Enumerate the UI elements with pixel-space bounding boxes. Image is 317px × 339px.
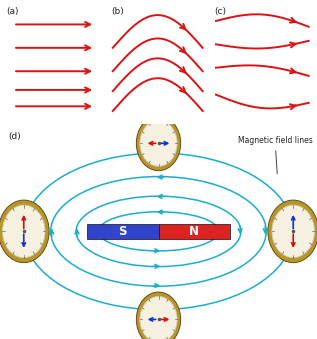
Text: S: S [119, 225, 127, 238]
Circle shape [140, 120, 177, 166]
Text: N: N [189, 225, 199, 238]
Circle shape [140, 296, 177, 339]
Circle shape [0, 200, 49, 263]
Bar [87, 224, 158, 239]
Text: (b): (b) [111, 7, 124, 16]
Circle shape [268, 200, 317, 263]
Circle shape [3, 205, 45, 258]
Circle shape [136, 116, 181, 171]
Text: (c): (c) [214, 7, 226, 16]
Text: (a): (a) [6, 7, 19, 16]
Circle shape [136, 292, 181, 339]
Bar [158, 224, 230, 239]
Circle shape [272, 205, 314, 258]
Text: Magnetic field lines: Magnetic field lines [238, 136, 313, 174]
Text: (d): (d) [8, 132, 21, 141]
